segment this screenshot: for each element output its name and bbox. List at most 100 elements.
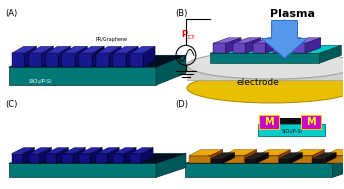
Text: electrode: electrode bbox=[237, 78, 280, 87]
Polygon shape bbox=[63, 148, 85, 154]
Text: M: M bbox=[307, 117, 316, 127]
Polygon shape bbox=[279, 149, 291, 163]
Polygon shape bbox=[29, 46, 53, 53]
Polygon shape bbox=[312, 149, 324, 163]
Polygon shape bbox=[58, 46, 71, 67]
Polygon shape bbox=[9, 55, 186, 67]
Polygon shape bbox=[185, 154, 344, 163]
Polygon shape bbox=[96, 154, 107, 163]
Polygon shape bbox=[130, 46, 155, 53]
Polygon shape bbox=[96, 53, 109, 67]
Ellipse shape bbox=[187, 73, 344, 103]
FancyBboxPatch shape bbox=[259, 115, 279, 129]
Text: SiO₂/P-Si: SiO₂/P-Si bbox=[281, 128, 302, 133]
Polygon shape bbox=[324, 156, 344, 163]
Ellipse shape bbox=[187, 51, 344, 79]
Polygon shape bbox=[324, 149, 344, 156]
Polygon shape bbox=[305, 38, 321, 53]
Polygon shape bbox=[187, 65, 344, 80]
Polygon shape bbox=[9, 163, 156, 177]
Polygon shape bbox=[113, 148, 136, 154]
Polygon shape bbox=[113, 46, 138, 53]
Polygon shape bbox=[79, 154, 90, 163]
Polygon shape bbox=[257, 153, 269, 163]
Polygon shape bbox=[141, 148, 153, 163]
Polygon shape bbox=[211, 159, 223, 163]
FancyBboxPatch shape bbox=[258, 124, 325, 136]
Polygon shape bbox=[210, 53, 319, 63]
Polygon shape bbox=[130, 148, 153, 154]
Polygon shape bbox=[312, 159, 324, 163]
Polygon shape bbox=[90, 148, 102, 163]
Polygon shape bbox=[272, 43, 286, 53]
Polygon shape bbox=[292, 38, 321, 43]
Polygon shape bbox=[257, 149, 291, 156]
Polygon shape bbox=[233, 43, 246, 53]
Text: (A): (A) bbox=[6, 9, 18, 18]
Polygon shape bbox=[291, 149, 324, 156]
Polygon shape bbox=[245, 159, 257, 163]
Polygon shape bbox=[45, 53, 58, 67]
Polygon shape bbox=[12, 154, 23, 163]
Polygon shape bbox=[324, 153, 336, 163]
Polygon shape bbox=[246, 38, 261, 53]
Text: Plasma: Plasma bbox=[270, 9, 315, 19]
Polygon shape bbox=[126, 46, 138, 67]
FancyBboxPatch shape bbox=[301, 115, 321, 129]
Polygon shape bbox=[130, 154, 141, 163]
Polygon shape bbox=[12, 53, 25, 67]
Polygon shape bbox=[45, 46, 71, 53]
Polygon shape bbox=[223, 156, 245, 163]
Text: (B): (B) bbox=[175, 9, 187, 18]
Polygon shape bbox=[63, 46, 87, 53]
Polygon shape bbox=[9, 67, 156, 85]
Polygon shape bbox=[79, 148, 102, 154]
Polygon shape bbox=[75, 46, 87, 67]
Polygon shape bbox=[25, 46, 36, 67]
Polygon shape bbox=[96, 148, 119, 154]
Polygon shape bbox=[143, 46, 155, 67]
Text: CCP: CCP bbox=[186, 35, 196, 40]
Polygon shape bbox=[92, 46, 104, 67]
Polygon shape bbox=[223, 149, 257, 156]
Polygon shape bbox=[156, 154, 186, 177]
Polygon shape bbox=[9, 154, 186, 163]
FancyBboxPatch shape bbox=[256, 106, 327, 145]
Polygon shape bbox=[124, 148, 136, 163]
Polygon shape bbox=[79, 53, 92, 67]
Polygon shape bbox=[291, 153, 302, 163]
Text: P: P bbox=[181, 30, 187, 40]
Polygon shape bbox=[332, 154, 344, 177]
Polygon shape bbox=[63, 154, 73, 163]
Text: M: M bbox=[264, 117, 273, 127]
Polygon shape bbox=[312, 153, 336, 159]
Polygon shape bbox=[213, 38, 241, 43]
Polygon shape bbox=[272, 38, 301, 43]
Polygon shape bbox=[292, 43, 305, 53]
Polygon shape bbox=[12, 46, 36, 53]
Polygon shape bbox=[113, 154, 124, 163]
Polygon shape bbox=[279, 159, 291, 163]
Polygon shape bbox=[286, 38, 301, 53]
Polygon shape bbox=[262, 21, 308, 58]
Text: (C): (C) bbox=[6, 100, 18, 109]
Text: (D): (D) bbox=[175, 100, 188, 109]
Polygon shape bbox=[187, 65, 344, 80]
Polygon shape bbox=[156, 55, 186, 85]
Polygon shape bbox=[79, 46, 104, 53]
Polygon shape bbox=[213, 43, 226, 53]
Polygon shape bbox=[266, 38, 281, 53]
Polygon shape bbox=[109, 46, 121, 67]
Polygon shape bbox=[211, 153, 235, 159]
Polygon shape bbox=[253, 38, 281, 43]
Polygon shape bbox=[185, 154, 344, 163]
Polygon shape bbox=[245, 149, 257, 163]
Polygon shape bbox=[42, 46, 53, 67]
Polygon shape bbox=[210, 45, 341, 53]
Polygon shape bbox=[223, 153, 235, 163]
Polygon shape bbox=[319, 45, 341, 63]
Polygon shape bbox=[253, 43, 266, 53]
Polygon shape bbox=[29, 154, 40, 163]
Polygon shape bbox=[9, 55, 186, 67]
Polygon shape bbox=[23, 148, 34, 163]
